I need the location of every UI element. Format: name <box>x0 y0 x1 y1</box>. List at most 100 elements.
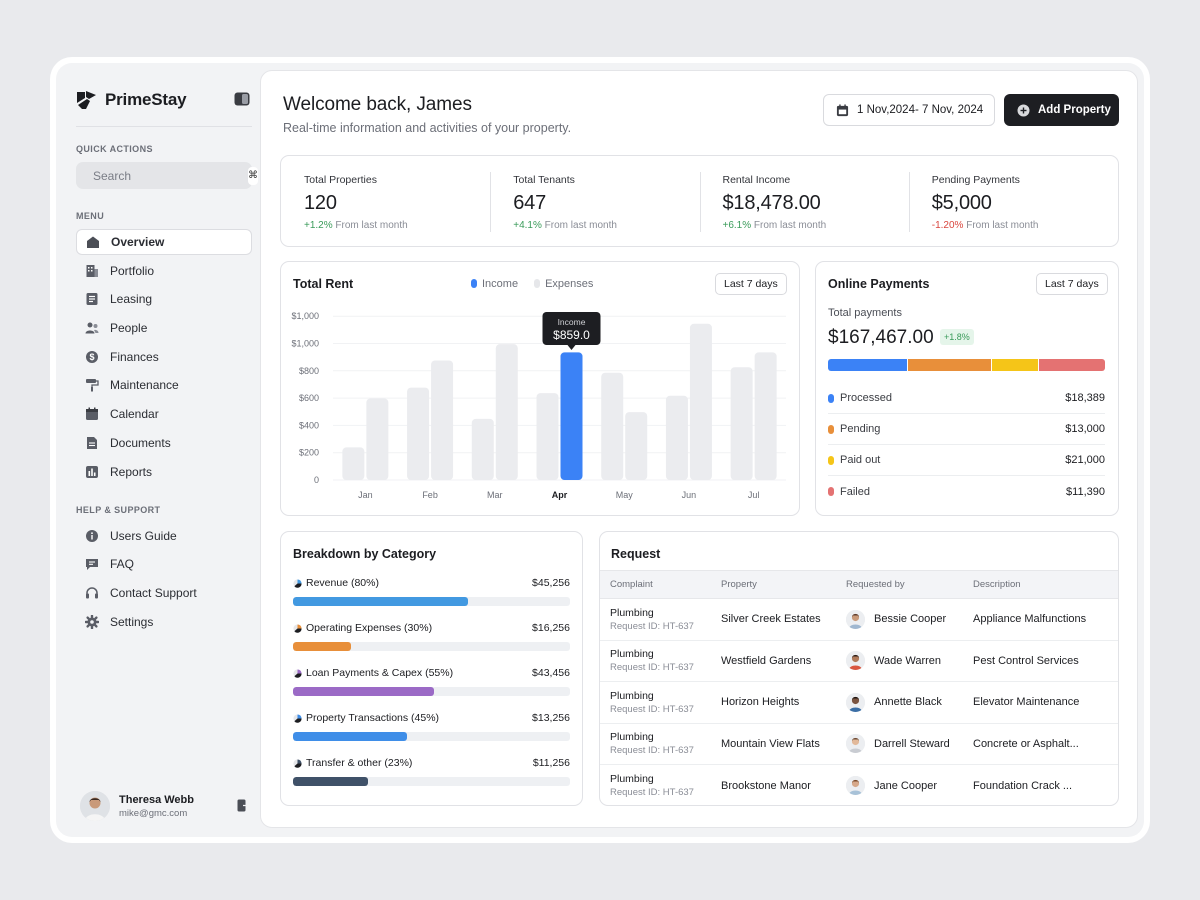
table-row[interactable]: Plumbing Request ID: HT-637 Mountain View … <box>600 723 1118 765</box>
sidebar-item-label: FAQ <box>110 557 135 572</box>
sidebar-item-label: Reports <box>110 464 153 479</box>
info-icon <box>86 529 98 542</box>
stat-label: Pending Payments <box>931 174 1020 186</box>
sidebar-item-users-guide[interactable]: Users Guide <box>76 523 252 549</box>
chart-bar-expenses[interactable] <box>754 352 777 480</box>
chart-bar-income[interactable] <box>730 367 753 480</box>
payments-subtitle: Total payments <box>828 307 902 319</box>
sidebar-item-faq[interactable]: FAQ <box>76 551 252 577</box>
chart-bar-expenses[interactable] <box>560 352 583 480</box>
sidebar-item-reports[interactable]: Reports <box>76 459 252 485</box>
chart-bar-income[interactable] <box>407 387 430 480</box>
column-header[interactable]: Description <box>963 570 1118 599</box>
x-tick-label: Apr <box>552 490 568 500</box>
stat-delta: +1.2% From last month <box>304 220 490 231</box>
chart-bar-expenses[interactable] <box>366 398 389 481</box>
breakdown-card: Breakdown by Category Revenue (80%) $45,2… <box>280 531 583 806</box>
request-id: Request ID: HT-637 <box>610 620 694 632</box>
sidebar-item-leasing[interactable]: Leasing <box>76 286 252 312</box>
payments-bar-segment <box>1039 359 1105 371</box>
chart-bar-income[interactable] <box>665 395 688 480</box>
description-cell: Foundation Crack ... <box>973 779 1073 792</box>
stat-value: $18,478.00 <box>722 192 821 214</box>
sidebar-item-people[interactable]: People <box>76 315 252 341</box>
sidebar-item-portfolio[interactable]: Portfolio <box>76 258 252 284</box>
payments-bar-segment <box>908 359 991 371</box>
property-cell: Westfield Gardens <box>711 640 836 682</box>
chart-bar-income[interactable] <box>471 418 494 480</box>
logout-icon[interactable] <box>237 799 250 812</box>
table-row[interactable]: Plumbing Request ID: HT-637 Brookstone Man… <box>600 765 1118 806</box>
sidebar-item-maintenance[interactable]: Maintenance <box>76 372 252 398</box>
column-header[interactable]: Complaint <box>600 570 711 599</box>
total-rent-chart: 0 $200 $400 $600 $800 $1,000 $1,000 Jan Feb Mar Ap… <box>291 311 786 500</box>
add-property-label: Add Property <box>1038 104 1111 116</box>
stat-total-properties: Total Properties 120 +1.2% From last mon… <box>281 156 490 246</box>
brand: PrimeStay <box>76 85 252 115</box>
home-icon <box>87 236 99 248</box>
chart-bar-expenses[interactable] <box>625 412 648 480</box>
payments-range-select[interactable]: Last 7 days <box>1036 273 1108 295</box>
rent-range-select[interactable]: Last 7 days <box>715 273 787 295</box>
sidebar-item-overview[interactable]: Overview <box>76 229 252 255</box>
total-rent-card: Total Rent Income Expenses Last 7 days 0… <box>280 261 800 516</box>
stat-delta: +6.1% From last month <box>723 220 909 231</box>
chart-bar-expenses[interactable] <box>689 323 712 480</box>
sidebar-item-label: Users Guide <box>110 528 177 543</box>
list-item: Property Transactions (45%) $13,256 <box>293 712 570 757</box>
chart-bar-income[interactable] <box>342 447 365 480</box>
property-cell: Horizon Heights <box>711 681 836 724</box>
category-label: Property Transactions (45%) <box>306 712 440 724</box>
add-property-button[interactable]: Add Property <box>1004 94 1119 126</box>
search-input[interactable] <box>93 168 248 183</box>
sidebar-item-contact-support[interactable]: Contact Support <box>76 580 252 606</box>
sidebar-item-finances[interactable]: $ Finances <box>76 344 252 370</box>
user-profile[interactable]: Theresa Webb mike@gmc.com <box>80 791 250 821</box>
avatar <box>846 734 865 754</box>
column-header[interactable]: Property <box>711 570 836 599</box>
help-menu: Users Guide FAQ Contact Support Settings <box>76 523 252 635</box>
table-row[interactable]: Plumbing Request ID: HT-637 Horizon Height… <box>600 681 1118 724</box>
pie-icon <box>293 758 302 768</box>
requested-by-cell: Jane Cooper <box>836 765 963 806</box>
request-id: Request ID: HT-637 <box>610 662 694 674</box>
svg-text:$: $ <box>89 352 94 362</box>
menu-label: MENU <box>76 211 105 221</box>
stat-value: $5,000 <box>931 192 992 214</box>
chart-legend: Income Expenses <box>471 278 593 290</box>
table-row[interactable]: Plumbing Request ID: HT-637 Silver Creek E… <box>600 598 1118 641</box>
building-icon <box>86 264 98 277</box>
stat-total-tenants: Total Tenants 647 +4.1% From last month <box>490 156 699 246</box>
complaint-cell: Plumbing Request ID: HT-637 <box>600 598 711 641</box>
pie-icon <box>293 623 302 633</box>
sidebar-item-documents[interactable]: Documents <box>76 430 252 456</box>
property-cell: Silver Creek Estates <box>711 598 836 641</box>
sidebar-item-label: Maintenance <box>110 378 179 393</box>
stat-label: Rental Income <box>722 174 791 186</box>
chart-bar-income[interactable] <box>601 372 624 480</box>
sidebar-item-calendar[interactable]: Calendar <box>76 401 252 427</box>
payments-stacked-bar <box>828 359 1105 371</box>
sidebar-toggle-icon[interactable] <box>234 92 250 106</box>
sidebar-item-settings[interactable]: Settings <box>76 609 252 635</box>
headset-icon <box>86 587 98 599</box>
card-title: Breakdown by Category <box>293 547 437 561</box>
chart-bar-expenses[interactable] <box>431 360 454 480</box>
date-range-picker[interactable]: 1 Nov,2024- 7 Nov, 2024 <box>823 94 995 126</box>
column-header[interactable]: Requested by <box>836 570 963 599</box>
x-tick-label: Mar <box>487 490 503 500</box>
table-row[interactable]: Plumbing Request ID: HT-637 Westfield Gard… <box>600 640 1118 682</box>
category-amount: $13,256 <box>532 712 570 724</box>
chart-bar-expenses[interactable] <box>495 344 518 480</box>
search-box[interactable]: ⌘ <box>76 162 258 189</box>
tooltip-label: Income <box>558 317 586 327</box>
main-content: Welcome back, James Real-time informatio… <box>260 70 1138 828</box>
delta-value: +6.1% <box>722 220 752 231</box>
delta-text: From last month <box>544 220 617 231</box>
stat-label: Total Tenants <box>513 174 575 186</box>
complaint-type: Plumbing <box>610 773 654 785</box>
request-id: Request ID: HT-637 <box>610 787 694 798</box>
progress-track <box>293 777 570 786</box>
description-cell: Pest Control Services <box>963 640 1118 682</box>
chart-bar-income[interactable] <box>536 393 559 480</box>
